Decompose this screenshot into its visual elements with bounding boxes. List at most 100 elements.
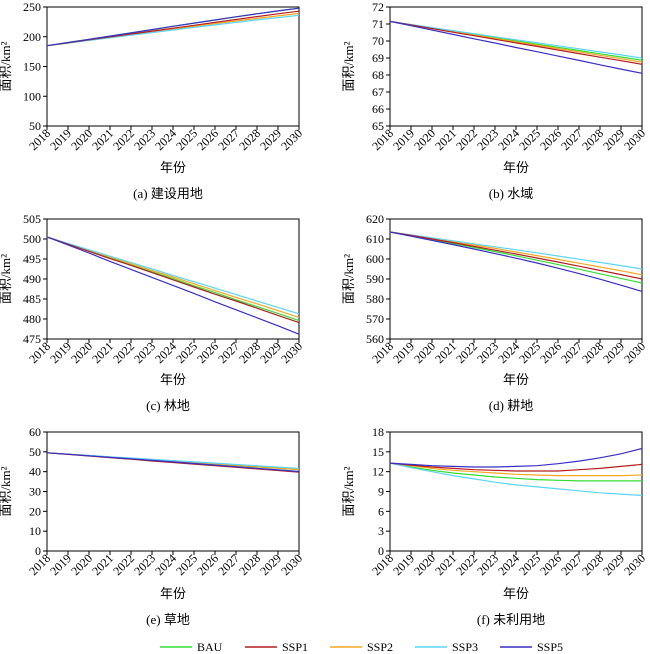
x-tick-label: 2030 bbox=[278, 126, 305, 153]
x-tick-label: 2030 bbox=[278, 551, 305, 578]
series-line-ssp1 bbox=[389, 231, 643, 280]
panel-caption: (e) 草地 bbox=[146, 612, 190, 627]
x-axis-label: 年份 bbox=[503, 586, 529, 601]
x-tick-label: 2025 bbox=[516, 339, 543, 366]
x-tick-label: 2028 bbox=[579, 339, 606, 366]
y-axis-label: 面积/km² bbox=[0, 254, 13, 304]
y-tick-label: 150 bbox=[23, 60, 41, 74]
y-tick-label: 590 bbox=[366, 272, 384, 286]
y-tick-label: 0 bbox=[35, 544, 41, 558]
series-line-ssp5 bbox=[46, 236, 300, 335]
x-tick-label: 2025 bbox=[173, 126, 200, 153]
y-tick-label: 600 bbox=[366, 252, 384, 266]
y-tick-label: 18 bbox=[372, 425, 384, 439]
y-tick-label: 65 bbox=[372, 119, 384, 133]
series-line-ssp2 bbox=[389, 462, 643, 477]
series-line-ssp3 bbox=[389, 20, 643, 59]
series-line-ssp1 bbox=[389, 462, 643, 472]
y-axis-label: 面积/km² bbox=[341, 466, 356, 516]
x-tick-label: 2020 bbox=[68, 339, 95, 366]
y-tick-label: 40 bbox=[29, 465, 41, 479]
panel-caption: (d) 耕地 bbox=[489, 398, 533, 413]
y-tick-label: 71 bbox=[372, 17, 384, 31]
y-tick-label: 620 bbox=[366, 212, 384, 226]
x-tick-label: 2024 bbox=[152, 551, 179, 578]
x-tick-label: 2029 bbox=[257, 126, 284, 153]
y-tick-label: 3 bbox=[378, 524, 384, 538]
x-tick-label: 2020 bbox=[68, 551, 95, 578]
legend-label-ssp5: SSP5 bbox=[537, 640, 563, 654]
series-line-ssp5 bbox=[46, 452, 300, 473]
x-tick-label: 2022 bbox=[453, 126, 480, 153]
x-tick-label: 2026 bbox=[194, 339, 221, 366]
x-tick-label: 2027 bbox=[558, 339, 585, 366]
chart-panel-6: 0369121518201820192020202120222023202420… bbox=[341, 425, 648, 627]
x-tick-label: 2030 bbox=[621, 126, 648, 153]
y-tick-label: 505 bbox=[23, 212, 41, 226]
panel-caption: (b) 水域 bbox=[489, 186, 533, 201]
series-line-ssp3 bbox=[389, 231, 643, 270]
y-tick-label: 200 bbox=[23, 30, 41, 44]
y-tick-label: 560 bbox=[366, 332, 384, 346]
x-tick-label: 2027 bbox=[558, 126, 585, 153]
x-axis-label: 年份 bbox=[160, 160, 186, 175]
x-tick-label: 2026 bbox=[194, 551, 221, 578]
series-line-ssp1 bbox=[46, 236, 300, 324]
y-tick-label: 490 bbox=[23, 272, 41, 286]
x-tick-label: 2022 bbox=[110, 551, 137, 578]
x-tick-label: 2030 bbox=[621, 339, 648, 366]
x-tick-label: 2027 bbox=[215, 126, 242, 153]
x-tick-label: 2019 bbox=[47, 126, 74, 153]
chart-panel-3: 4754804854904955005052018201920202021202… bbox=[0, 212, 305, 413]
y-tick-label: 580 bbox=[366, 292, 384, 306]
x-axis-label: 年份 bbox=[160, 372, 186, 387]
x-tick-label: 2023 bbox=[474, 551, 501, 578]
x-tick-label: 2027 bbox=[215, 551, 242, 578]
y-tick-label: 15 bbox=[372, 445, 384, 459]
legend-label-bau: BAU bbox=[197, 640, 223, 654]
y-tick-label: 70 bbox=[372, 34, 384, 48]
x-tick-label: 2023 bbox=[131, 551, 158, 578]
y-tick-label: 66 bbox=[372, 102, 384, 116]
x-tick-label: 2030 bbox=[621, 551, 648, 578]
x-tick-label: 2023 bbox=[474, 126, 501, 153]
x-tick-label: 2019 bbox=[390, 551, 417, 578]
plot-frame bbox=[46, 431, 300, 552]
y-tick-label: 67 bbox=[372, 85, 384, 99]
panel-caption: (c) 林地 bbox=[146, 398, 190, 413]
x-tick-label: 2025 bbox=[173, 551, 200, 578]
plot-frame bbox=[389, 6, 643, 127]
y-tick-label: 0 bbox=[378, 544, 384, 558]
x-tick-label: 2022 bbox=[110, 126, 137, 153]
x-tick-label: 2022 bbox=[453, 551, 480, 578]
x-tick-label: 2028 bbox=[236, 551, 263, 578]
y-tick-label: 6 bbox=[378, 504, 384, 518]
x-tick-label: 2026 bbox=[194, 126, 221, 153]
plot-frame bbox=[46, 6, 300, 127]
legend-label-ssp3: SSP3 bbox=[452, 640, 478, 654]
x-tick-label: 2024 bbox=[152, 339, 179, 366]
x-tick-label: 2029 bbox=[600, 551, 627, 578]
y-tick-label: 50 bbox=[29, 445, 41, 459]
y-tick-label: 69 bbox=[372, 51, 384, 65]
x-axis-label: 年份 bbox=[503, 160, 529, 175]
chart-panel-4: 5605705805906006106202018201920202021202… bbox=[341, 212, 648, 413]
x-tick-label: 2029 bbox=[257, 551, 284, 578]
series-line-ssp3 bbox=[46, 14, 300, 47]
y-tick-label: 495 bbox=[23, 252, 41, 266]
y-tick-label: 475 bbox=[23, 332, 41, 346]
x-tick-label: 2028 bbox=[579, 551, 606, 578]
plot-frame bbox=[389, 431, 643, 552]
x-tick-label: 2027 bbox=[558, 551, 585, 578]
y-tick-label: 480 bbox=[23, 312, 41, 326]
y-axis-label: 面积/km² bbox=[341, 254, 356, 304]
chart-panel-2: 6566676869707172201820192020202120222023… bbox=[341, 0, 648, 201]
y-tick-label: 10 bbox=[29, 524, 41, 538]
y-axis-label: 面积/km² bbox=[341, 41, 356, 91]
series-line-ssp5 bbox=[389, 231, 643, 292]
x-tick-label: 2025 bbox=[173, 339, 200, 366]
legend: BAU SSP1 SSP2 SSP3 SSP5 bbox=[160, 640, 563, 654]
series-line-ssp3 bbox=[389, 462, 643, 497]
x-tick-label: 2022 bbox=[453, 339, 480, 366]
